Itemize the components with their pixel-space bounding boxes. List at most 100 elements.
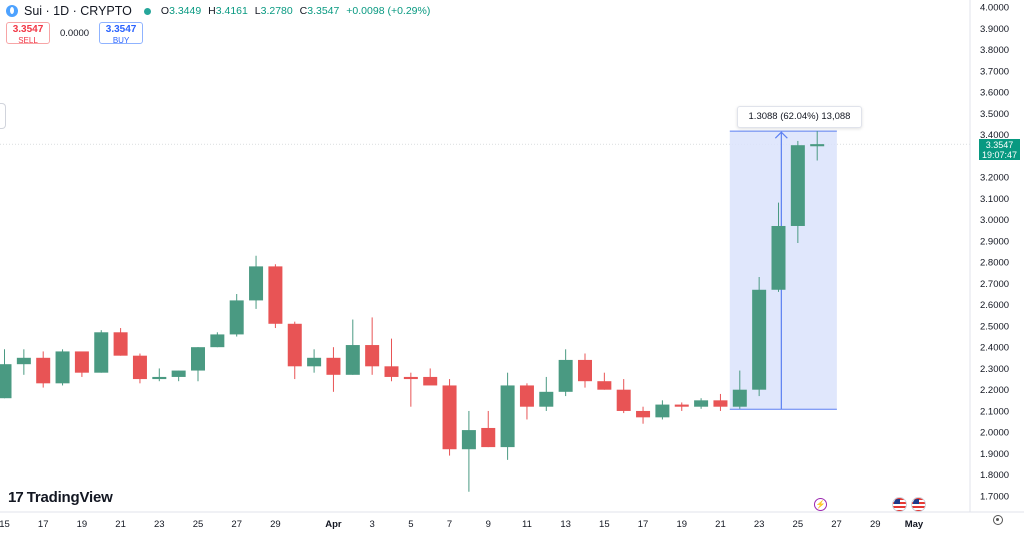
- low-label: L: [254, 5, 261, 17]
- trade-panel: 3.3547 SELL 0.0000 3.3547 BUY: [6, 22, 144, 45]
- candle-body: [16, 357, 31, 365]
- ohlc-readout: O3.3449 H3.4161 L3.2780 C3.3547 +0.0098 …: [161, 5, 434, 17]
- price-axis: 1.7000 1.8000 1.9000 2.0000 2.1000 2.2000 2.30…: [969, 0, 1009, 512]
- open-label: O: [160, 5, 170, 17]
- side-panel-handle[interactable]: [0, 103, 6, 129]
- price-tick-label: 2.5000: [980, 321, 1009, 332]
- candle-body: [191, 347, 205, 371]
- candle-down: [287, 321, 302, 380]
- time-tick-label: 29: [270, 519, 281, 530]
- spread-value: 0.0000: [60, 27, 90, 39]
- price-tick-label: 2.0000: [980, 428, 1009, 439]
- gear-icon[interactable]: [993, 515, 1003, 525]
- candle-body: [655, 404, 670, 418]
- candle-down: [674, 402, 689, 411]
- candle-down: [597, 372, 612, 390]
- open-value: 3.3449: [169, 5, 202, 17]
- candle-up: [790, 140, 805, 243]
- candle-body: [152, 376, 167, 380]
- us-flag-icon[interactable]: [911, 497, 926, 512]
- candle-up: [732, 370, 747, 409]
- candle-body: [171, 370, 186, 377]
- candle-up: [152, 368, 167, 382]
- sell-price: 3.3547: [12, 24, 44, 35]
- lightning-icon[interactable]: ⚡: [814, 498, 827, 511]
- candle-up: [191, 347, 205, 382]
- candle-down: [442, 379, 457, 456]
- us-flag-icon[interactable]: [892, 497, 907, 512]
- high-label: H: [208, 5, 216, 17]
- candle-up: [229, 294, 244, 337]
- candle-body: [519, 385, 534, 407]
- price-tick-label: 3.4000: [980, 130, 1009, 141]
- price-tick-label: 3.9000: [980, 24, 1009, 35]
- candle-down: [132, 353, 147, 384]
- candle-down: [365, 317, 380, 375]
- candle-body: [36, 357, 51, 384]
- time-tick-label: 25: [193, 519, 204, 530]
- time-tick-label: 7: [447, 519, 452, 530]
- candle-body: [249, 266, 264, 301]
- bar-countdown: 19:07:47: [981, 150, 1018, 160]
- candles: [0, 131, 825, 492]
- time-tick-label: 25: [793, 519, 804, 530]
- price-tick-label: 1.8000: [980, 470, 1009, 481]
- candle-up: [461, 410, 476, 492]
- candle-down: [113, 328, 128, 356]
- time-tick-label: 17: [638, 519, 649, 530]
- candle-body: [752, 289, 767, 390]
- price-tick-label: 2.3000: [980, 364, 1009, 375]
- low-value: 3.2780: [260, 5, 293, 17]
- time-tick-label: 23: [154, 519, 165, 530]
- candle-body: [771, 225, 786, 290]
- price-tick-label: 2.8000: [980, 258, 1009, 269]
- candle-body: [307, 357, 322, 367]
- candle-body: [481, 427, 496, 448]
- candle-body: [0, 364, 12, 399]
- candle-down: [481, 410, 496, 448]
- last-price-tag: 3.3547 19:07:47: [979, 139, 1020, 160]
- price-tick-label: 2.2000: [980, 385, 1009, 396]
- time-tick-label: 19: [77, 519, 88, 530]
- candle-body: [810, 144, 825, 147]
- candle-body: [94, 332, 109, 373]
- time-tick-label: 15: [599, 519, 610, 530]
- tradingview-mark-icon: 17: [8, 489, 24, 506]
- candle-body: [210, 334, 225, 348]
- price-tick-label: 1.9000: [980, 449, 1009, 460]
- tradingview-logo[interactable]: 17 TradingView: [8, 489, 113, 506]
- candle-down: [74, 351, 89, 377]
- price-tick-label: 3.1000: [980, 194, 1009, 205]
- candle-body: [500, 385, 515, 448]
- sell-label: SELL: [18, 36, 38, 45]
- price-tick-label: 1.7000: [980, 492, 1009, 503]
- candle-body: [674, 404, 689, 407]
- tradingview-wordmark: TradingView: [26, 489, 113, 506]
- close-label: C: [299, 5, 308, 17]
- time-tick-label: 3: [370, 519, 375, 530]
- time-tick-label: 17: [38, 519, 49, 530]
- candle-up: [539, 376, 554, 411]
- candle-down: [403, 372, 418, 407]
- buy-price: 3.3547: [105, 24, 137, 35]
- time-tick-label: 21: [115, 519, 126, 530]
- time-tick-label: 27: [831, 519, 842, 530]
- symbol-title[interactable]: Sui · 1D · CRYPTO: [24, 4, 132, 18]
- candle-body: [55, 351, 70, 384]
- candle-up: [655, 400, 670, 420]
- market-status-icon: [143, 7, 151, 15]
- buy-label: BUY: [112, 36, 130, 45]
- price-tick-label: 3.2000: [980, 173, 1009, 184]
- candle-body: [578, 359, 592, 382]
- candle-up: [752, 277, 767, 397]
- candle-up: [171, 370, 186, 382]
- candle-body: [597, 381, 612, 390]
- sell-button[interactable]: 3.3547 SELL: [6, 22, 50, 45]
- buy-button[interactable]: 3.3547 BUY: [99, 22, 144, 45]
- candle-body: [539, 391, 554, 407]
- candle-up: [16, 349, 31, 375]
- time-tick-label: 15: [0, 519, 10, 530]
- time-tick-label: 27: [231, 519, 242, 530]
- candle-up: [694, 398, 709, 409]
